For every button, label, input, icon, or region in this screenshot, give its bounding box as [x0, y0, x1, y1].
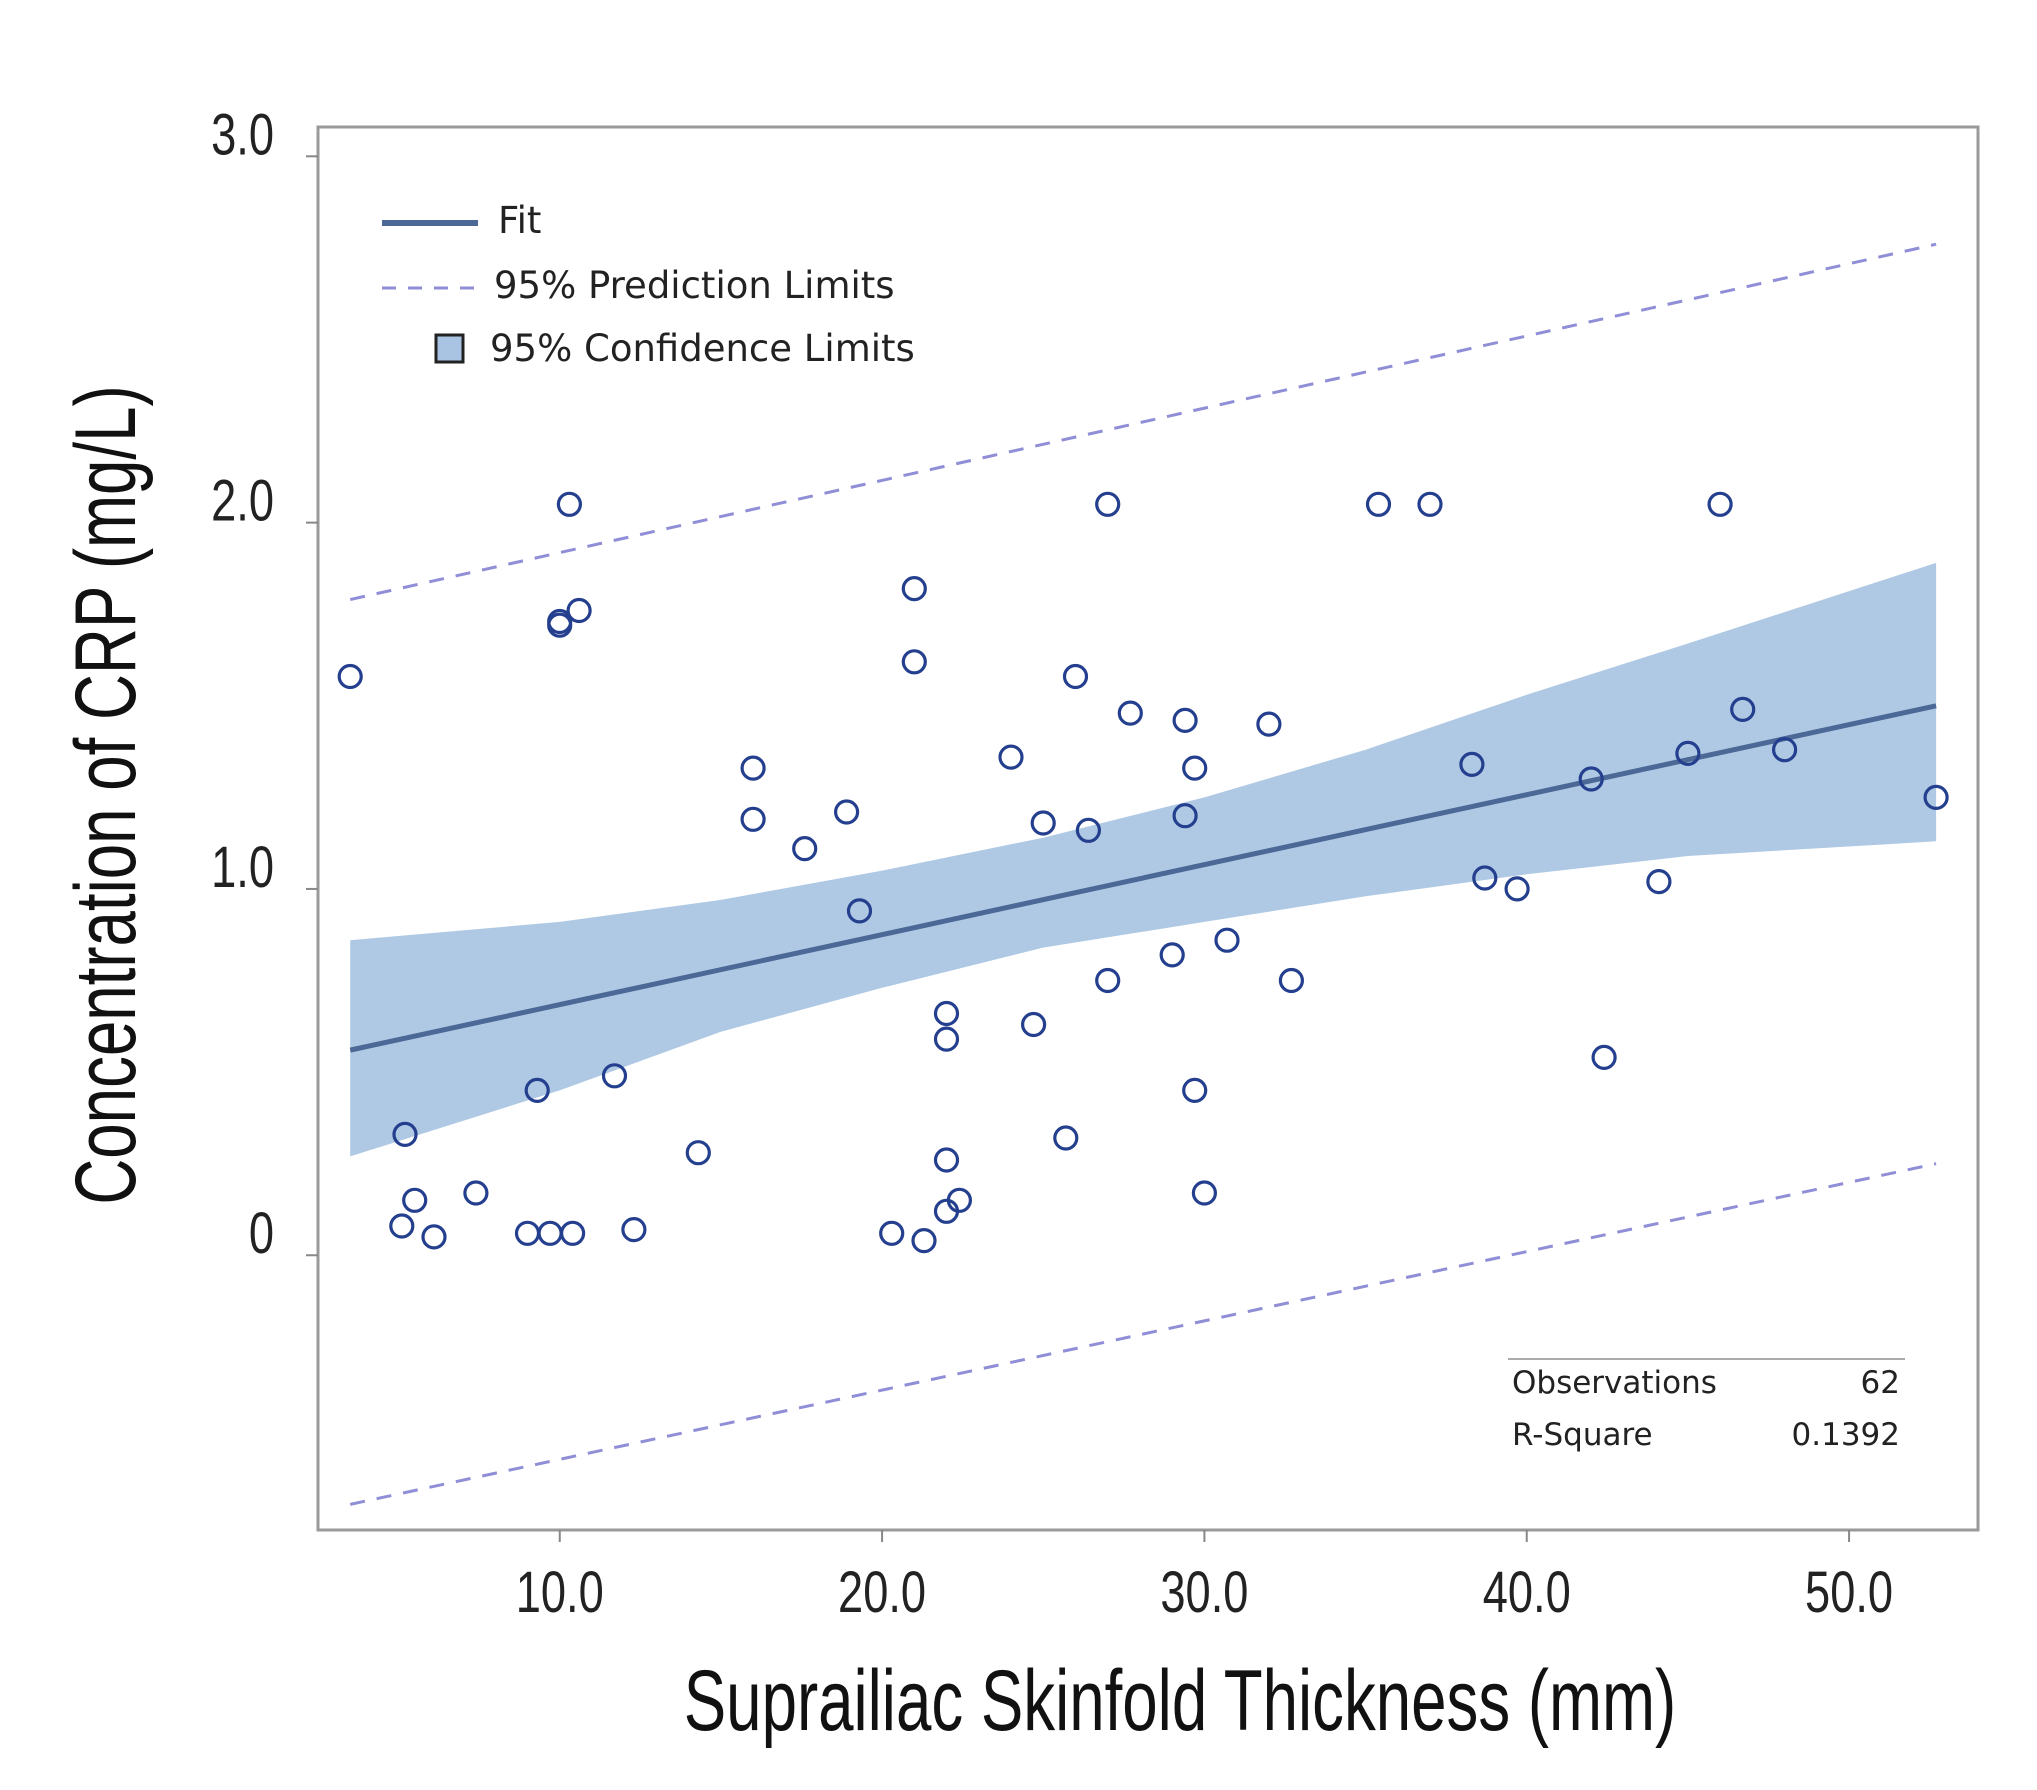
x-tick-label: 10.0 — [516, 1561, 604, 1626]
data-point — [998, 744, 1024, 770]
data-point — [1675, 740, 1701, 767]
data-point — [946, 1187, 973, 1213]
data-point — [1053, 1125, 1079, 1151]
data-point — [601, 1063, 628, 1089]
data-point — [1172, 707, 1198, 734]
stat-observations-label: Observations — [1512, 1365, 1717, 1401]
data-point — [1417, 491, 1443, 517]
data-point — [389, 1213, 415, 1239]
legend-confidence-label: 95% Confidence Limits — [490, 327, 915, 370]
data-point — [1117, 700, 1143, 726]
data-point — [1472, 865, 1498, 891]
data-point — [1214, 927, 1240, 953]
legend-confidence-swatch — [434, 333, 465, 364]
data-point — [1923, 784, 1949, 811]
data-point — [1182, 1077, 1208, 1104]
x-tick-label: 20.0 — [838, 1561, 926, 1626]
data-point — [901, 575, 927, 602]
data-point — [1095, 967, 1121, 994]
prediction-limit-upper — [349, 242, 1937, 602]
data-point — [1062, 663, 1089, 690]
data-point — [901, 649, 927, 675]
data-point — [1730, 696, 1756, 723]
data-point — [1075, 817, 1102, 843]
data-point — [463, 1180, 489, 1206]
data-point — [1020, 1011, 1047, 1038]
y-tick-label: 2.0 — [211, 469, 274, 534]
data-point — [1459, 751, 1485, 778]
confidence-band-layer — [350, 562, 1937, 1157]
prediction-limit-lower — [349, 1162, 1937, 1506]
data-point — [1578, 766, 1604, 792]
data-point — [547, 612, 573, 638]
data-point — [1182, 755, 1208, 781]
legend-prediction-label: 95% Prediction Limits — [494, 264, 895, 307]
x-axis-ticks: 10.0 20.0 30.0 40.0 50.0 — [516, 1530, 1893, 1625]
data-point — [1707, 491, 1733, 517]
data-point — [1191, 1180, 1218, 1206]
plot-frame — [316, 125, 1980, 1532]
data-point — [559, 1220, 586, 1246]
legend-fit-label: Fit — [498, 199, 541, 242]
data-point — [1256, 711, 1282, 737]
data-point — [740, 806, 766, 832]
data-point — [879, 1220, 905, 1246]
data-point — [740, 755, 766, 781]
y-axis-ticks: 0 1.0 2.0 3.0 — [211, 103, 318, 1267]
fit-line — [349, 703, 1937, 1053]
x-axis-title: Suprailiac Skinfold Thickness (mm) — [684, 1654, 1677, 1749]
legend: Fit 95% Prediction Limits 95% Confidence… — [382, 199, 915, 370]
data-point — [933, 1147, 960, 1173]
data-point — [1030, 810, 1056, 836]
data-point — [1646, 868, 1672, 895]
data-point — [1095, 491, 1121, 517]
data-point — [933, 1000, 960, 1027]
data-point — [1504, 876, 1530, 902]
data-point — [566, 597, 592, 624]
data-point — [1365, 491, 1392, 517]
y-axis-title: Concentration of CRP (mg/L) — [59, 385, 154, 1204]
stat-rsquare-label: R-Square — [1512, 1417, 1653, 1453]
data-point — [685, 1140, 711, 1166]
stat-observations-value: 62 — [1861, 1365, 1900, 1401]
y-tick-label: 1.0 — [211, 836, 274, 901]
data-point — [1591, 1044, 1617, 1071]
x-tick-label: 50.0 — [1805, 1561, 1893, 1626]
data-point — [911, 1227, 937, 1254]
data-points-layer — [337, 491, 1949, 1254]
stat-rsquare-value: 0.1392 — [1792, 1417, 1900, 1453]
data-point — [392, 1121, 418, 1148]
data-point — [524, 1077, 550, 1104]
x-tick-label: 40.0 — [1483, 1561, 1571, 1626]
data-point — [402, 1187, 428, 1213]
fit-line-layer — [349, 703, 1937, 1053]
data-point — [1159, 942, 1185, 968]
data-point — [933, 1026, 960, 1052]
y-tick-label: 0 — [249, 1202, 274, 1267]
data-point — [1771, 737, 1798, 763]
data-point — [1278, 967, 1305, 994]
data-point — [792, 835, 818, 862]
data-point — [421, 1224, 447, 1250]
confidence-band — [350, 562, 1937, 1157]
data-point — [846, 898, 873, 924]
data-point — [833, 799, 860, 825]
prediction-limits-layer — [349, 242, 1937, 1506]
x-tick-label: 30.0 — [1160, 1561, 1248, 1626]
stats-table: Observations 62 R-Square 0.1392 — [1508, 1358, 1905, 1453]
data-point — [621, 1216, 647, 1243]
data-point — [337, 663, 363, 690]
data-point — [1172, 803, 1198, 829]
y-tick-label: 3.0 — [211, 103, 274, 168]
data-point — [556, 491, 583, 517]
